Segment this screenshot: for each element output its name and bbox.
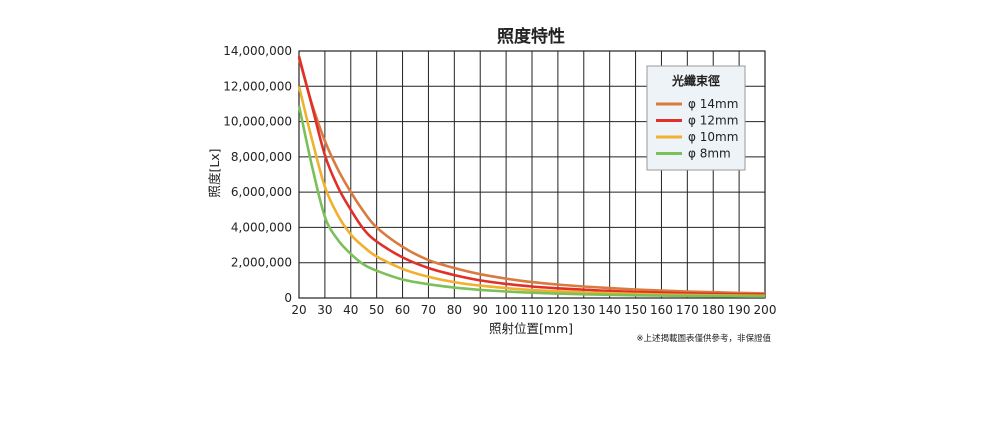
x-tick-label: 110 (521, 303, 544, 317)
x-axis-label: 照射位置[mm] (489, 321, 573, 336)
y-tick-labels: 0 2,000,000 4,000,000 6,000,000 8,000,000 10,… (223, 44, 292, 305)
series-line-1 (297, 55, 766, 296)
x-tick-label: 100 (495, 303, 518, 317)
x-tick-label: 80 (447, 303, 462, 317)
y-tick-label: 14,000,000 (223, 44, 292, 58)
x-tick-label: 170 (676, 303, 699, 317)
x-tick-label: 30 (317, 303, 332, 317)
x-tick-label: 90 (473, 303, 488, 317)
x-tick-label: 40 (343, 303, 358, 317)
legend-items: φ 14mm φ 12mm φ 10mm φ 8mm (656, 97, 738, 161)
y-tick-label: 0 (284, 291, 292, 305)
chart-title: 照度特性 (497, 26, 565, 47)
x-tick-label: 190 (728, 303, 751, 317)
x-tick-label: 20 (291, 303, 306, 317)
disclaimer-note: ※上述揭載圖表僅供參考，非保證值 (636, 333, 771, 344)
legend-label: φ 12mm (688, 114, 738, 128)
y-tick-label: 6,000,000 (231, 185, 292, 199)
legend-title: 光纖束徑 (671, 73, 720, 88)
x-tick-label: 160 (650, 303, 673, 317)
series-lines (297, 55, 766, 298)
x-tick-label: 70 (421, 303, 436, 317)
x-tick-label: 180 (702, 303, 725, 317)
legend-label: φ 14mm (688, 97, 738, 111)
y-tick-label: 10,000,000 (223, 115, 292, 129)
y-tick-label: 12,000,000 (223, 79, 292, 93)
x-tick-label: 130 (572, 303, 595, 317)
legend-label: φ 10mm (688, 130, 738, 144)
x-tick-label: 150 (624, 303, 647, 317)
series-line-3 (297, 105, 766, 298)
y-tick-label: 4,000,000 (231, 220, 292, 234)
x-tick-label: 120 (546, 303, 569, 317)
x-tick-labels: 20 30 40 50 60 70 80 90 100 110 120 130 140 150 160 170… (291, 303, 776, 317)
y-tick-label: 8,000,000 (231, 150, 292, 164)
y-axis-label: 照度[Lx] (207, 148, 222, 197)
x-tick-label: 50 (369, 303, 384, 317)
legend: 光纖束徑 φ 14mm φ 12mm φ 10mm φ 8mm (646, 65, 746, 171)
x-tick-label: 200 (754, 303, 777, 317)
y-tick-label: 2,000,000 (231, 256, 292, 270)
legend-label: φ 8mm (688, 147, 731, 161)
x-tick-label: 140 (598, 303, 621, 317)
series-line-0 (297, 57, 766, 295)
x-tick-label: 60 (395, 303, 410, 317)
